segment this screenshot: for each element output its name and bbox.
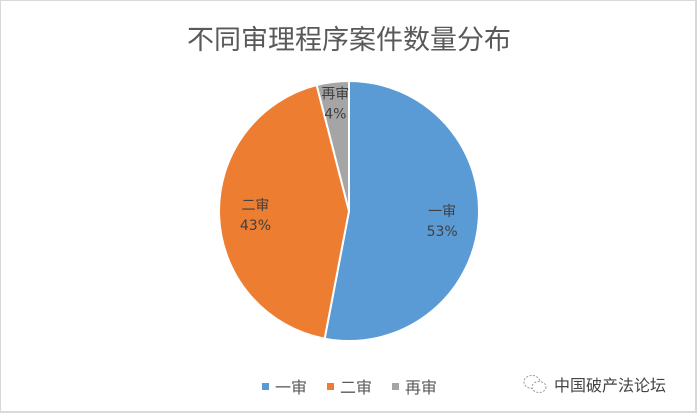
wechat-icon <box>523 375 547 393</box>
watermark-text: 中国破产法论坛 <box>554 376 667 395</box>
data-label-category: 二审 <box>241 198 269 214</box>
legend-item: 一审 <box>262 374 307 398</box>
legend-label: 二审 <box>340 378 373 397</box>
pie-slice-1 <box>323 79 480 342</box>
pie-slice-3 <box>315 79 350 212</box>
legend-swatch <box>262 382 269 390</box>
legend-swatch <box>327 382 335 390</box>
watermark: 中国破产法论坛 <box>522 372 666 396</box>
pie-slice-2 <box>218 83 351 340</box>
data-label-percent: 43% <box>240 218 271 234</box>
legend: 一审 二审 再审 <box>262 374 437 398</box>
legend-label: 一审 <box>275 378 308 397</box>
legend-swatch <box>392 382 400 390</box>
data-label-category: 一审 <box>428 204 456 220</box>
legend-item: 二审 <box>327 374 372 398</box>
data-label-percent: 53% <box>427 224 458 240</box>
legend-item: 再审 <box>392 374 437 398</box>
legend-label: 再审 <box>405 378 438 397</box>
data-label-category: 再审 <box>321 87 349 103</box>
data-label-percent: 4% <box>324 107 346 123</box>
chart-title: 不同审理程序案件数量分布 <box>187 25 511 56</box>
